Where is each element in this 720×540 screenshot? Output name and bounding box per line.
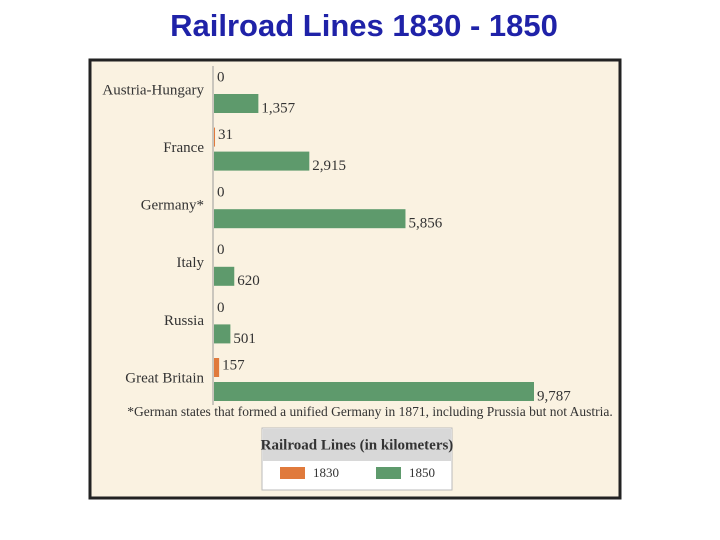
value-label: 9,787 [537, 388, 571, 404]
category-label: France [163, 140, 204, 156]
category-label: Russia [164, 313, 204, 329]
value-label: 5,856 [408, 216, 442, 232]
value-label: 0 [217, 242, 225, 258]
legend-label: 1830 [313, 465, 339, 480]
bar [214, 382, 534, 401]
category-label: Austria-Hungary [102, 82, 204, 98]
value-label: 2,915 [312, 158, 346, 174]
bar [214, 324, 231, 344]
value-label: 157 [222, 357, 245, 373]
slide-title: Railroad Lines 1830 - 1850 [170, 8, 558, 43]
value-label: 1,357 [261, 100, 295, 116]
value-label: 0 [217, 69, 225, 85]
bar [214, 209, 406, 229]
value-label: 0 [217, 300, 225, 316]
value-label: 0 [217, 185, 225, 201]
category-label: Germany* [141, 198, 204, 214]
bar [214, 151, 310, 171]
chart-frame [88, 58, 622, 500]
legend-label: 1850 [409, 465, 435, 480]
category-label: Italy [177, 255, 205, 271]
legend-header [263, 429, 451, 461]
value-label: 620 [237, 273, 260, 289]
bar [214, 358, 220, 377]
legend-swatch [280, 467, 305, 479]
footnote: *German states that formed a unified Ger… [127, 404, 613, 419]
bar [214, 127, 216, 147]
value-label: 31 [218, 127, 233, 143]
bar [214, 94, 259, 113]
value-label: 501 [233, 331, 256, 347]
category-label: Great Britain [125, 370, 204, 386]
legend-title: Railroad Lines (in kilometers) [261, 437, 454, 453]
legend-swatch [376, 467, 401, 479]
bar [214, 266, 235, 286]
